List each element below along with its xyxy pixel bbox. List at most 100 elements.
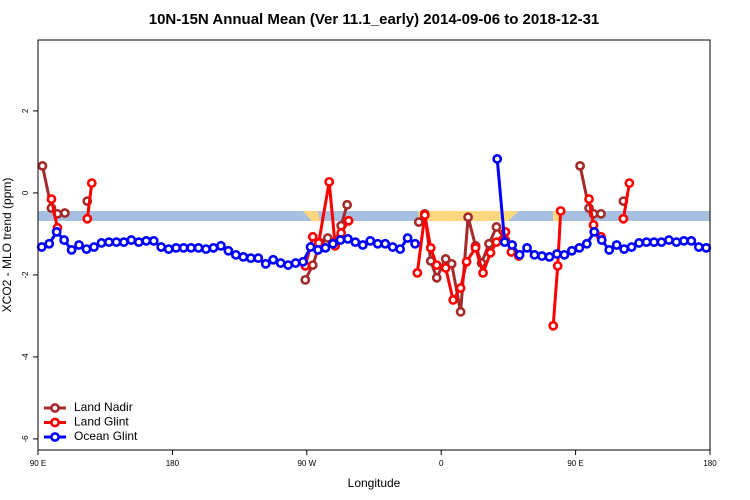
data-point [604, 245, 615, 255]
data-point [283, 260, 294, 270]
data-point [544, 251, 555, 262]
data-point [216, 240, 226, 251]
data-point [499, 237, 510, 248]
data-point [566, 245, 577, 256]
data-point [305, 242, 316, 252]
data-point [342, 199, 353, 210]
x-tick-label: 90 E [567, 459, 583, 468]
data-point [328, 238, 338, 249]
data-point [448, 295, 459, 305]
y-tick-label: -2 [21, 271, 30, 279]
chart-title: 10N-15N Annual Mean (Ver 11.1_early) 201… [149, 11, 600, 28]
data-point [431, 272, 442, 283]
data-point [268, 254, 279, 265]
data-point [307, 260, 318, 270]
x-tick-label: 90 E [30, 459, 46, 468]
data-point [470, 242, 481, 253]
data-point [387, 242, 398, 252]
data-point [313, 245, 323, 255]
data-point [461, 256, 472, 267]
data-point [82, 213, 93, 224]
data-point [46, 194, 57, 204]
data-point [485, 247, 496, 258]
data-point [491, 222, 502, 232]
data-point [425, 242, 436, 253]
data-point [634, 238, 644, 248]
y-axis-label: XCO2 - MLO trend (ppm) [0, 178, 14, 313]
legend-marker [50, 432, 60, 442]
data-point [626, 242, 637, 252]
data-point [491, 237, 502, 248]
data-point [574, 242, 585, 253]
data-point [552, 249, 562, 259]
data-point [178, 242, 189, 253]
y-tick-label: 2 [21, 108, 30, 113]
data-point [335, 235, 346, 245]
x-tick-label: 180 [703, 459, 717, 468]
legend-label: Land Nadir [74, 400, 133, 414]
data-point [678, 235, 689, 246]
data-point [193, 242, 204, 253]
data-point [89, 242, 99, 252]
data-point [357, 240, 368, 250]
data-point [559, 249, 570, 260]
data-point [126, 235, 137, 245]
data-point [324, 176, 335, 187]
legend-marker [50, 417, 60, 428]
data-point [664, 235, 674, 245]
data-point [671, 237, 682, 248]
data-point [201, 244, 211, 254]
data-point [413, 217, 424, 227]
data-point [372, 238, 383, 249]
data-point [686, 235, 697, 246]
data-point [693, 242, 704, 252]
x-tick-label: 180 [166, 459, 180, 468]
data-point [649, 237, 659, 248]
data-point [74, 240, 84, 250]
data-point [230, 249, 241, 260]
data-point [342, 233, 353, 244]
data-point [245, 253, 256, 264]
data-point [619, 244, 630, 254]
data-point [548, 320, 559, 331]
surface-band [38, 211, 710, 221]
data-point [59, 235, 70, 245]
legend-label: Land Glint [74, 415, 129, 429]
data-point [514, 249, 525, 260]
data-point [395, 244, 406, 254]
data-point [440, 254, 451, 264]
data-point [186, 242, 196, 253]
data-point [163, 244, 174, 254]
data-point [581, 238, 592, 249]
data-point [589, 226, 600, 237]
data-point [618, 213, 629, 224]
data-point [86, 178, 97, 188]
data-point [298, 256, 308, 267]
data-point [66, 245, 77, 255]
land-band [553, 211, 562, 221]
y-tick-label: 0 [21, 190, 30, 195]
data-point [522, 242, 532, 253]
data-point [118, 237, 129, 248]
data-point [350, 237, 361, 248]
data-point [596, 208, 606, 219]
plot-frame [37, 39, 711, 451]
data-point [37, 160, 48, 171]
data-point [253, 253, 264, 264]
data-point [584, 194, 594, 204]
data-point [59, 208, 70, 218]
data-point [440, 263, 451, 273]
x-tick-label: 0 [439, 459, 444, 468]
data-point [290, 258, 301, 268]
data-point [537, 251, 547, 261]
y-tick-label: -4 [21, 353, 30, 361]
data-point [419, 210, 430, 220]
data-point [111, 237, 122, 248]
data-point [492, 153, 503, 164]
data-point [596, 235, 607, 245]
data-point [141, 235, 152, 246]
y-tick-label: -6 [21, 435, 30, 443]
data-point [300, 274, 311, 285]
land-band [303, 211, 320, 221]
